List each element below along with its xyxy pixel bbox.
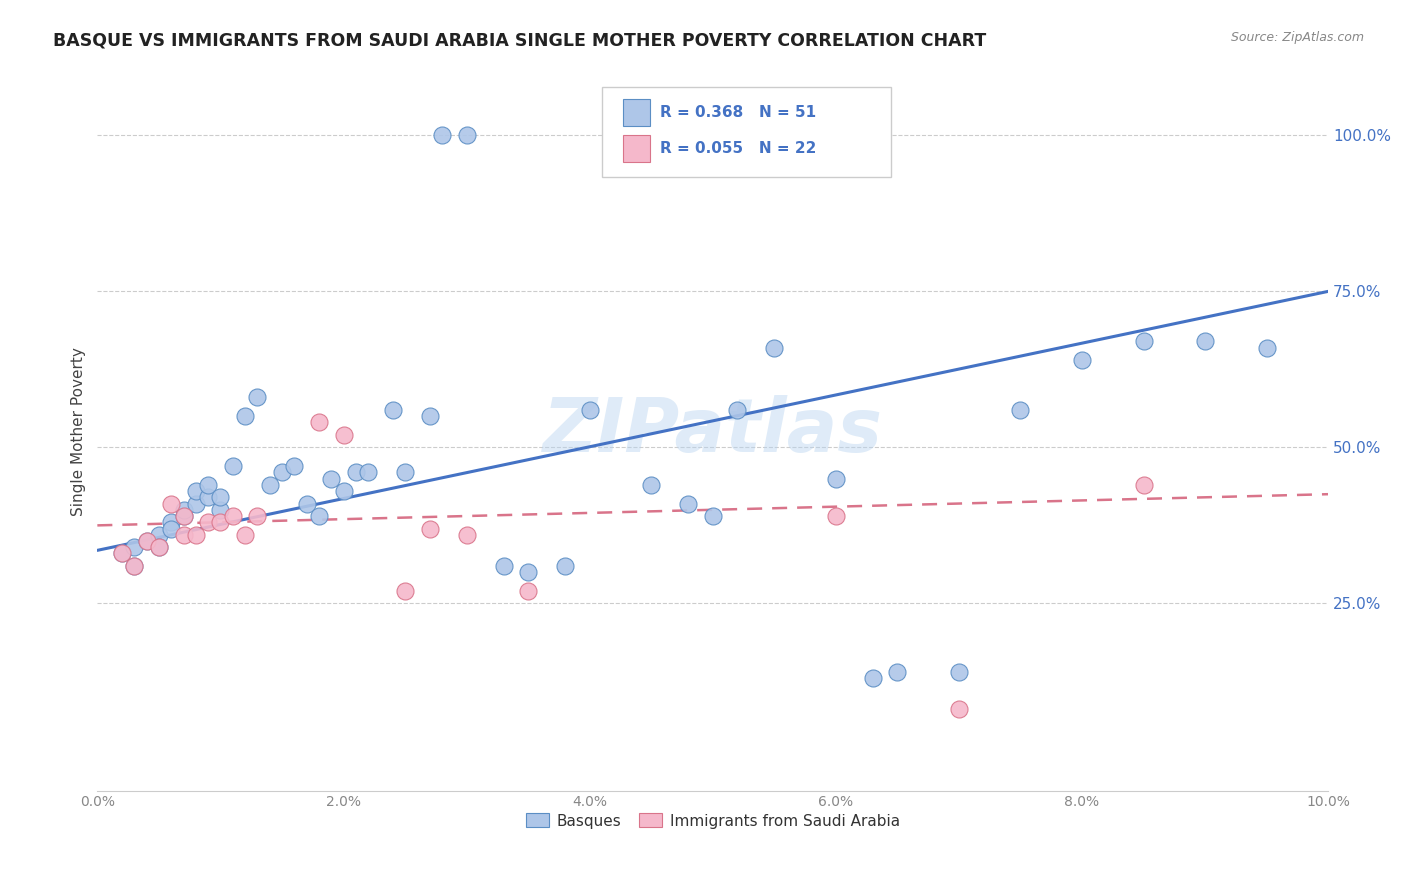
Point <box>824 472 846 486</box>
Point <box>419 409 441 424</box>
Point <box>184 527 207 541</box>
Point <box>1132 478 1154 492</box>
Point <box>197 491 219 505</box>
Point <box>197 478 219 492</box>
Point <box>173 503 195 517</box>
FancyBboxPatch shape <box>623 135 650 162</box>
Point <box>222 509 245 524</box>
Point <box>394 583 416 598</box>
Point <box>148 540 170 554</box>
Point <box>197 515 219 529</box>
Point <box>948 702 970 716</box>
Point <box>160 521 183 535</box>
Point <box>456 128 478 143</box>
Point <box>209 503 232 517</box>
Point <box>578 403 600 417</box>
Point <box>233 409 256 424</box>
Point <box>676 497 699 511</box>
Point <box>394 466 416 480</box>
Point <box>948 665 970 679</box>
Point <box>517 583 540 598</box>
Text: R = 0.368   N = 51: R = 0.368 N = 51 <box>659 105 815 120</box>
Point <box>308 416 330 430</box>
Y-axis label: Single Mother Poverty: Single Mother Poverty <box>72 347 86 516</box>
Point <box>308 509 330 524</box>
Point <box>725 403 748 417</box>
Text: Source: ZipAtlas.com: Source: ZipAtlas.com <box>1230 31 1364 45</box>
Point <box>430 128 453 143</box>
Point <box>1132 334 1154 349</box>
Text: ZIPatlas: ZIPatlas <box>543 395 883 468</box>
Point <box>124 558 146 573</box>
Point <box>517 565 540 579</box>
Point <box>824 509 846 524</box>
Point <box>222 459 245 474</box>
Point <box>259 478 281 492</box>
Point <box>554 558 576 573</box>
Point <box>246 391 269 405</box>
Point <box>332 484 354 499</box>
Point <box>456 527 478 541</box>
Point <box>148 540 170 554</box>
Point <box>184 497 207 511</box>
Point <box>209 491 232 505</box>
Point <box>111 546 134 560</box>
FancyBboxPatch shape <box>602 87 891 177</box>
Point <box>357 466 380 480</box>
Point <box>295 497 318 511</box>
Point <box>271 466 294 480</box>
Point <box>283 459 305 474</box>
Point <box>160 515 183 529</box>
Point <box>886 665 908 679</box>
Point <box>124 540 146 554</box>
Point <box>321 472 343 486</box>
Point <box>1071 353 1094 368</box>
Point <box>148 527 170 541</box>
Point <box>1256 341 1278 355</box>
Point <box>1010 403 1032 417</box>
Point <box>492 558 515 573</box>
Point <box>233 527 256 541</box>
Point <box>1194 334 1216 349</box>
Point <box>160 497 183 511</box>
Point <box>862 671 884 685</box>
Text: BASQUE VS IMMIGRANTS FROM SAUDI ARABIA SINGLE MOTHER POVERTY CORRELATION CHART: BASQUE VS IMMIGRANTS FROM SAUDI ARABIA S… <box>53 31 987 49</box>
Point <box>763 341 786 355</box>
Point <box>184 484 207 499</box>
Legend: Basques, Immigrants from Saudi Arabia: Basques, Immigrants from Saudi Arabia <box>519 807 905 835</box>
Point <box>344 466 367 480</box>
Point <box>173 527 195 541</box>
Point <box>135 533 157 548</box>
Point <box>124 558 146 573</box>
Point <box>111 546 134 560</box>
Text: R = 0.055   N = 22: R = 0.055 N = 22 <box>659 141 817 156</box>
Point <box>419 521 441 535</box>
Point <box>173 509 195 524</box>
FancyBboxPatch shape <box>623 99 650 126</box>
Point <box>173 509 195 524</box>
Point <box>381 403 404 417</box>
Point <box>702 509 724 524</box>
Point <box>209 515 232 529</box>
Point <box>640 478 662 492</box>
Point <box>332 428 354 442</box>
Point <box>135 533 157 548</box>
Point <box>246 509 269 524</box>
